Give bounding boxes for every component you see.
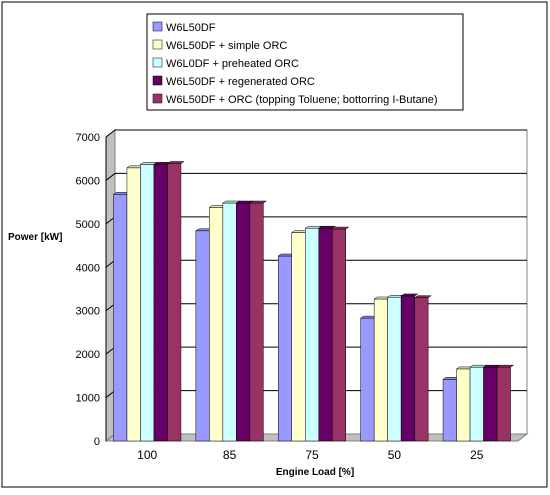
bar (209, 207, 224, 442)
legend-box (146, 13, 464, 111)
bar (456, 368, 471, 442)
legend-swatch (152, 75, 163, 86)
bar (483, 366, 498, 442)
y-tick-label: 7000 (76, 132, 100, 144)
x-tick-labels: 100 85 75 50 25 (137, 448, 484, 462)
bar (360, 317, 375, 442)
bar (305, 227, 319, 442)
bar (496, 366, 511, 442)
bar (126, 167, 141, 442)
legend-swatch (152, 39, 163, 50)
bar (167, 163, 182, 442)
y-tick-label: 6000 (76, 175, 100, 187)
bar-top (331, 226, 350, 230)
y-tick-label: 2000 (76, 349, 100, 361)
y-tick-label: 3000 (76, 306, 100, 318)
bar-top (317, 225, 337, 229)
bar (414, 297, 429, 442)
y-tick-label: 1000 (76, 393, 100, 405)
x-tick-label: 50 (388, 448, 402, 462)
bar-top (413, 295, 432, 298)
legend-swatch (152, 93, 163, 104)
bar (113, 194, 128, 442)
legend: W6L50DF W6L50DF + simple ORC W6L0DF + preh… (146, 13, 464, 111)
legend-label: W6L50DF + simple ORC (166, 40, 287, 52)
y-tick-label: 5000 (76, 219, 100, 231)
y-tick-label: 0 (94, 436, 100, 448)
bar (153, 164, 168, 442)
x-tick-label: 25 (470, 448, 484, 462)
bar (373, 298, 388, 442)
bar-top (496, 364, 515, 368)
gridline (105, 172, 527, 181)
bar (195, 230, 210, 442)
legend-label: W6L50DF + regenerated ORC (166, 76, 315, 88)
legend-swatch (152, 57, 163, 68)
bar (249, 202, 264, 442)
bar (278, 255, 292, 442)
legend-label: W6L50DF + ORC (topping Toluene; bottorri… (166, 94, 438, 106)
bar (222, 202, 237, 442)
bar (318, 227, 333, 442)
x-tick-label: 100 (137, 448, 157, 462)
bar (332, 228, 346, 442)
bar (469, 366, 484, 442)
legend-label: W6L50DF (166, 22, 216, 34)
bar (140, 164, 155, 442)
bar (291, 232, 306, 442)
bar (387, 297, 402, 442)
bar-top (249, 200, 268, 204)
legend-label: W6L0DF + preheated ORC (166, 58, 299, 70)
x-axis-label: Engine Load [%] (276, 467, 354, 478)
y-tick-label: 4000 (76, 262, 100, 274)
gridline (105, 129, 527, 138)
x-tick-label: 75 (305, 448, 319, 462)
x-tick-label: 85 (223, 448, 237, 462)
y-axis-label: Power [kW] (8, 232, 62, 243)
y-tick-labels: 0 1000 2000 3000 4000 5000 6000 7000 (76, 132, 100, 448)
bar (400, 295, 415, 442)
legend-swatch (152, 21, 163, 32)
bar (442, 379, 457, 442)
bar-top (400, 293, 419, 297)
bar (236, 202, 251, 442)
bar-marks (112, 161, 515, 442)
bar-top (166, 161, 185, 164)
